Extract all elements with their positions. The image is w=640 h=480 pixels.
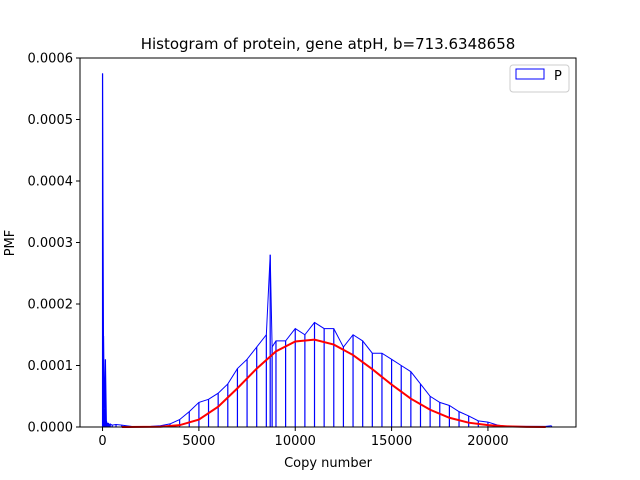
- legend: P: [509, 64, 570, 93]
- legend-swatch: [515, 68, 545, 80]
- legend-label-p: P: [554, 69, 562, 84]
- x-tick-label: 20000: [467, 434, 508, 449]
- x-axis-label: Copy number: [284, 456, 373, 471]
- histogram-outline: [102, 73, 552, 428]
- y-tick-label: 0.0000: [28, 421, 74, 436]
- y-tick-label: 0.0003: [28, 236, 74, 251]
- fit-curve-layer: [121, 338, 546, 428]
- chart-title: Histogram of protein, gene atpH, b=713.6…: [141, 35, 516, 53]
- y-tick-label: 0.0002: [28, 298, 74, 313]
- x-tick-label: 10000: [275, 434, 316, 449]
- y-tick-label: 0.0001: [28, 359, 74, 374]
- y-tick-label: 0.0005: [28, 113, 74, 128]
- y-tick-label: 0.0006: [28, 52, 74, 67]
- x-tick-label: 15000: [371, 434, 412, 449]
- y-axis-label: PMF: [3, 230, 18, 257]
- y-axis-ticks: 0.0000 0.0001 0.0002 0.0003 0.0004 0.0005 0.00…: [28, 52, 80, 436]
- y-tick-label: 0.0004: [28, 175, 74, 190]
- fit-curve-line: [121, 338, 546, 428]
- x-tick-label: 5000: [182, 434, 215, 449]
- x-tick-label: 0: [98, 434, 106, 449]
- x-axis-ticks: 0 5000 10000 15000 20000: [98, 427, 509, 449]
